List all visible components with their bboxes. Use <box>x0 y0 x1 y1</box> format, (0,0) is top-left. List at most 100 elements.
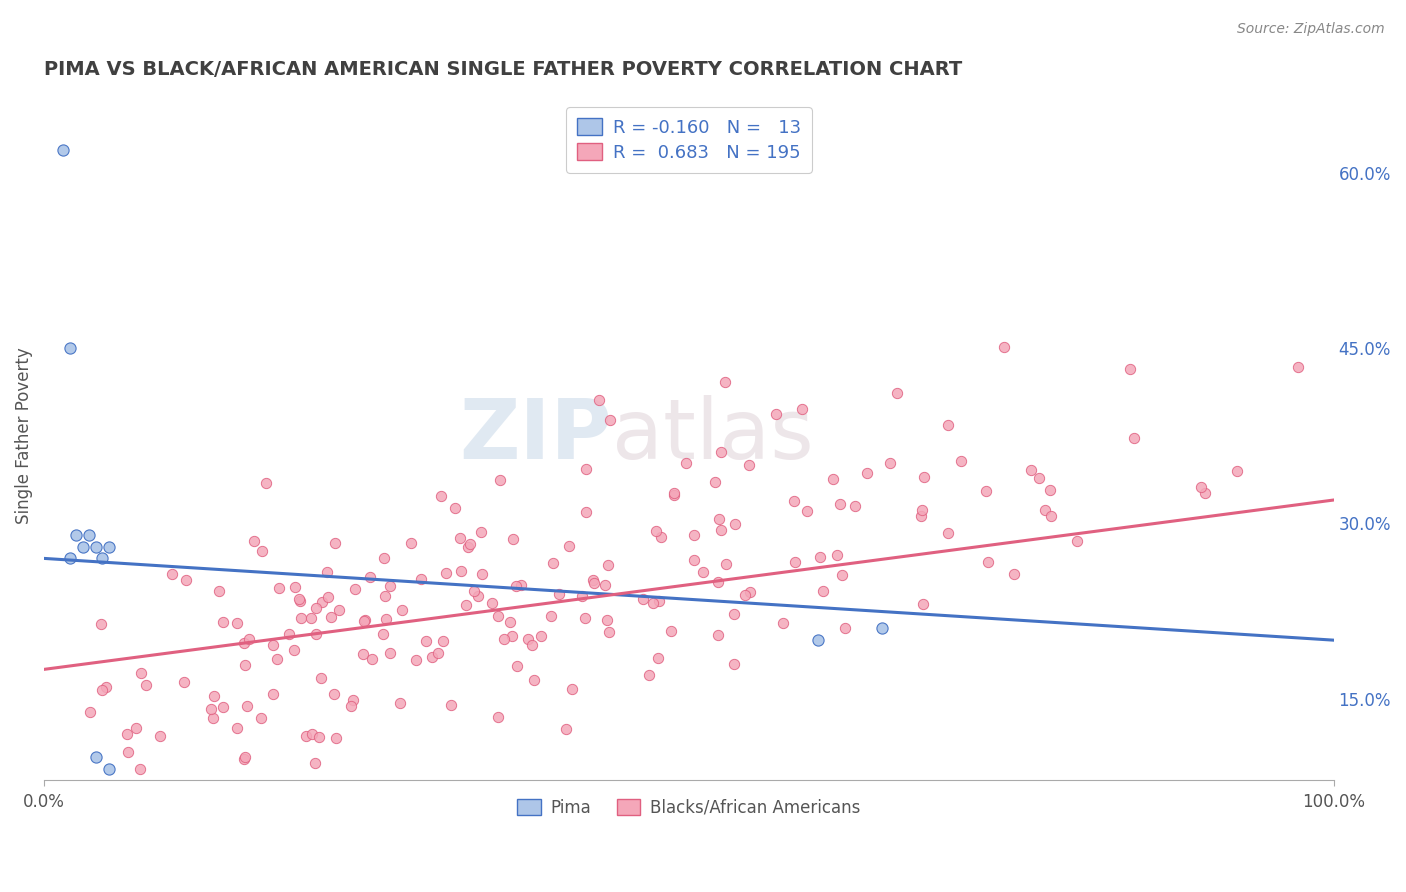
Point <box>359 569 381 583</box>
Point <box>912 598 935 612</box>
Point <box>290 611 312 625</box>
Point <box>420 650 443 665</box>
Point <box>415 634 437 648</box>
Point <box>90 683 112 698</box>
Point <box>94 681 117 695</box>
Point <box>1033 503 1056 517</box>
Point <box>707 574 730 589</box>
Point <box>912 470 935 484</box>
Point <box>449 532 471 546</box>
Point <box>561 682 583 697</box>
Point <box>486 709 509 723</box>
Point <box>703 475 725 489</box>
Point <box>450 564 472 578</box>
Point <box>949 453 972 467</box>
Point <box>977 554 1000 568</box>
Point <box>662 488 685 502</box>
Point <box>844 499 866 513</box>
Point <box>322 687 344 701</box>
Point <box>59 551 82 566</box>
Point <box>250 544 273 558</box>
Point <box>374 589 396 603</box>
Point <box>226 616 249 631</box>
Point <box>318 591 340 605</box>
Point <box>236 698 259 713</box>
Point <box>710 523 733 537</box>
Point <box>1028 471 1050 485</box>
Point <box>233 636 256 650</box>
Point <box>129 762 152 776</box>
Point <box>637 668 659 682</box>
Point <box>783 494 806 508</box>
Point <box>457 541 479 555</box>
Point <box>974 483 997 498</box>
Point <box>647 651 669 665</box>
Point <box>554 723 576 737</box>
Point <box>558 539 581 553</box>
Point <box>492 632 515 646</box>
Point <box>323 536 346 550</box>
Text: atlas: atlas <box>612 395 813 476</box>
Point <box>641 596 664 610</box>
Point <box>1066 533 1088 548</box>
Point <box>523 673 546 687</box>
Point <box>304 756 326 770</box>
Point <box>432 634 454 648</box>
Point <box>548 587 571 601</box>
Point <box>316 565 339 579</box>
Point <box>131 666 153 681</box>
Point <box>714 375 737 389</box>
Point <box>682 528 704 542</box>
Point <box>444 500 467 515</box>
Point <box>238 632 260 647</box>
Text: Source: ZipAtlas.com: Source: ZipAtlas.com <box>1237 22 1385 37</box>
Point <box>305 627 328 641</box>
Point <box>174 573 197 587</box>
Point <box>342 693 364 707</box>
Point <box>233 658 256 673</box>
Point <box>723 657 745 672</box>
Point <box>72 540 94 554</box>
Point <box>582 573 605 587</box>
Point <box>692 565 714 579</box>
Point <box>785 555 807 569</box>
Point <box>380 579 402 593</box>
Point <box>1123 431 1146 445</box>
Point <box>501 629 523 643</box>
Point <box>499 615 522 629</box>
Point <box>405 653 427 667</box>
Point <box>489 474 512 488</box>
Point <box>79 705 101 719</box>
Point <box>1189 480 1212 494</box>
Point <box>288 592 311 607</box>
Point <box>311 594 333 608</box>
Point <box>596 558 619 572</box>
Point <box>886 386 908 401</box>
Point <box>243 534 266 549</box>
Point <box>378 647 401 661</box>
Point <box>1019 463 1042 477</box>
Point <box>599 413 621 427</box>
Point <box>434 566 457 581</box>
Point <box>373 551 395 566</box>
Point <box>582 576 605 591</box>
Point <box>283 580 305 594</box>
Point <box>391 603 413 617</box>
Point <box>321 609 343 624</box>
Point <box>254 476 277 491</box>
Point <box>399 535 422 549</box>
Point <box>149 729 172 743</box>
Point <box>1286 359 1309 374</box>
Point <box>509 578 531 592</box>
Point <box>52 143 75 157</box>
Point <box>710 444 733 458</box>
Point <box>575 505 598 519</box>
Point <box>471 566 494 581</box>
Point <box>540 608 562 623</box>
Point <box>353 613 375 627</box>
Point <box>734 588 756 602</box>
Point <box>262 638 284 652</box>
Point <box>84 540 107 554</box>
Point <box>575 462 598 476</box>
Point <box>993 340 1015 354</box>
